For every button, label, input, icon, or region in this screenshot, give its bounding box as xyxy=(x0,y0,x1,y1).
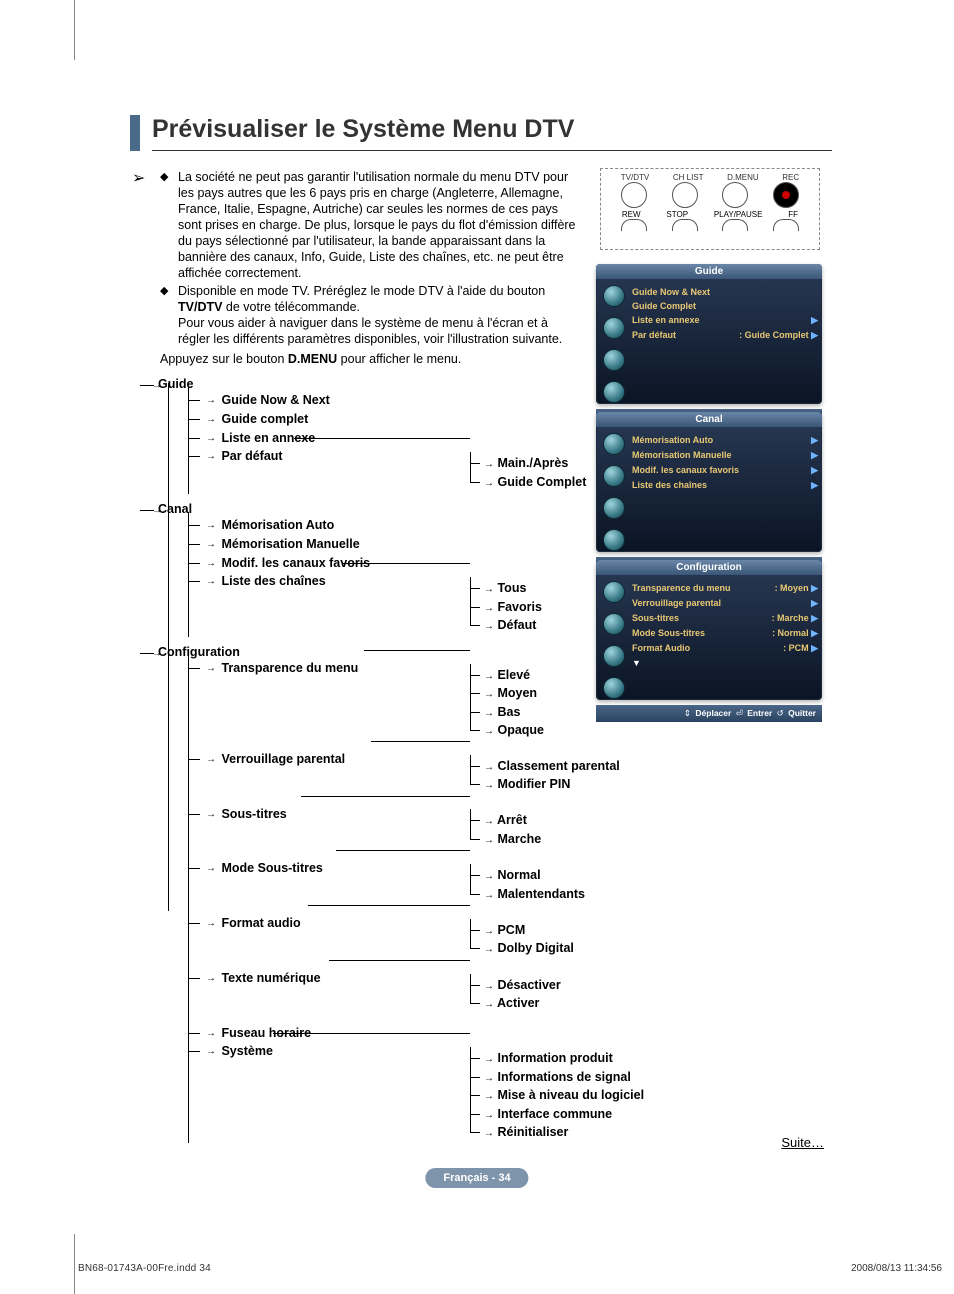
osd-icon xyxy=(603,349,625,371)
osd-icon xyxy=(603,465,625,487)
osd-list: Guide Now & Next Guide Complet Liste en … xyxy=(632,279,822,409)
remote-label: FF xyxy=(788,210,798,219)
tree-subitem: → Informations de signal xyxy=(470,1068,670,1087)
osd-icon xyxy=(603,529,625,551)
tree-subitem: → Arrêt xyxy=(470,811,670,830)
intro-post: Appuyez sur le bouton D.MENU pour affich… xyxy=(160,351,580,367)
osd-list: Transparence du menu: Moyen ▶Verrouillag… xyxy=(632,575,822,705)
osd-header: Configuration xyxy=(596,560,822,575)
tree-subitems: → Information produit→ Informations de s… xyxy=(470,1049,670,1142)
tree-subitem: → Interface commune xyxy=(470,1105,670,1124)
title-bar: Prévisualiser le Système Menu DTV xyxy=(130,115,830,151)
osd-header: Canal xyxy=(596,412,822,427)
remote-label: REC xyxy=(782,173,799,182)
remote-btn-chlist[interactable] xyxy=(672,182,698,208)
continued-label: Suite… xyxy=(781,1135,824,1150)
remote-control: TV/DTV CH LIST D.MENU REC REW STOP PLAY/PAUSE… xyxy=(600,168,820,250)
remote-btn-tvdtv[interactable] xyxy=(621,182,647,208)
tree-subitems: → Classement parental→ Modifier PIN xyxy=(470,757,670,794)
osd-list: Mémorisation Auto ▶Mémorisation Manuelle… xyxy=(632,427,822,557)
remote-btn-playpause[interactable] xyxy=(722,219,748,231)
osd-line: Modif. les canaux favoris ▶ xyxy=(632,463,818,478)
tree-subitems: → Arrêt→ Marche xyxy=(470,811,670,848)
tree-subitem: → Activer xyxy=(470,994,670,1013)
tree-subitem: → Opaque xyxy=(470,721,670,740)
intro-block: ➢ La société ne peut pas garantir l'util… xyxy=(160,169,580,367)
remote-btn-stop[interactable] xyxy=(672,219,698,231)
tree-subitem: → Marche xyxy=(470,830,670,849)
osd-icon xyxy=(603,381,625,403)
osd-icon xyxy=(603,317,625,339)
tree-subitems: → PCM→ Dolby Digital xyxy=(470,921,670,958)
osd-line: Mémorisation Auto ▶ xyxy=(632,433,818,448)
page: Prévisualiser le Système Menu DTV ➢ La s… xyxy=(0,0,954,1294)
osd-icons xyxy=(596,279,632,409)
osd-line: Mode Sous-titres: Normal ▶ xyxy=(632,626,818,641)
remote-label: PLAY/PAUSE xyxy=(714,210,763,219)
osd-line: Format Audio: PCM ▶ xyxy=(632,641,818,656)
osd-icons xyxy=(596,427,632,557)
tree-subitem: → Dolby Digital xyxy=(470,939,670,958)
tree-subitem: → Information produit xyxy=(470,1049,670,1068)
tree-subitem: → PCM xyxy=(470,921,670,940)
osd-line: ▼ xyxy=(632,656,818,670)
remote-label: CH LIST xyxy=(673,173,704,182)
osd-icon xyxy=(603,497,625,519)
remote-btn-dmenu[interactable] xyxy=(722,182,748,208)
tree-subitems: → Normal→ Malentendants xyxy=(470,866,670,903)
osd-line: Liste en annexe ▶ xyxy=(632,313,818,328)
remote-label: STOP xyxy=(666,210,688,219)
tree-subitem: → Mise à niveau du logiciel xyxy=(470,1086,670,1105)
tree-subitem: → Réinitialiser xyxy=(470,1123,670,1142)
footer-file: BN68-01743A-00Fre.indd 34 xyxy=(78,1263,211,1274)
remote-btn-ff[interactable] xyxy=(773,219,799,231)
tree-subitem: → Classement parental xyxy=(470,757,670,776)
osd-icon xyxy=(603,581,625,603)
page-number-badge: Français - 34 xyxy=(425,1168,528,1188)
pointer-icon: ➢ xyxy=(132,169,145,189)
tree-subitem: → Normal xyxy=(470,866,670,885)
osd-line: Sous-titres: Marche ▶ xyxy=(632,611,818,626)
tree-subitems: → Désactiver→ Activer xyxy=(470,976,670,1013)
osd-icon xyxy=(603,285,625,307)
osd-icon xyxy=(603,677,625,699)
osd-panel: Configuration Transparence du menu: Moyen… xyxy=(596,560,822,700)
osd-line: Par défaut: Guide Complet ▶ xyxy=(632,328,818,343)
osd-line: Guide Now & Next xyxy=(632,285,818,299)
osd-header: Guide xyxy=(596,264,822,279)
osd-panel: Guide Guide Now & Next Guide Complet List… xyxy=(596,264,822,404)
osd-icon xyxy=(603,433,625,455)
osd-icon xyxy=(603,613,625,635)
osd-footer: ⇕ Déplacer ⏎ Entrer ↺ Quitter xyxy=(596,705,822,722)
osd-icons xyxy=(596,575,632,705)
tree-subitem: → Désactiver xyxy=(470,976,670,995)
osd-icon xyxy=(603,645,625,667)
osd-panel: Canal Mémorisation Auto ▶Mémorisation Man… xyxy=(596,412,822,552)
remote-btn-rew[interactable] xyxy=(621,219,647,231)
remote-btn-rec[interactable] xyxy=(773,182,799,208)
footer-date: 2008/08/13 11:34:56 xyxy=(851,1263,942,1274)
page-title: Prévisualiser le Système Menu DTV xyxy=(152,115,832,151)
osd-line: Guide Complet xyxy=(632,299,818,313)
intro-bullet: Disponible en mode TV. Préréglez le mode… xyxy=(160,283,580,347)
tree-subitem: → Modifier PIN xyxy=(470,775,670,794)
tree-items: → Transparence du menu→ Elevé→ Moyen→ Ba… xyxy=(200,659,830,1151)
osd-line: Transparence du menu: Moyen ▶ xyxy=(632,581,818,596)
remote-label: REW xyxy=(622,210,641,219)
osd-line: Liste des chaînes ▶ xyxy=(632,478,818,493)
remote-label: TV/DTV xyxy=(621,173,649,182)
osd-line: Verrouillage parental ▶ xyxy=(632,596,818,611)
remote-label: D.MENU xyxy=(727,173,759,182)
tree-subitem: → Malentendants xyxy=(470,885,670,904)
intro-bullet: La société ne peut pas garantir l'utilis… xyxy=(160,169,580,281)
osd-line: Mémorisation Manuelle ▶ xyxy=(632,448,818,463)
